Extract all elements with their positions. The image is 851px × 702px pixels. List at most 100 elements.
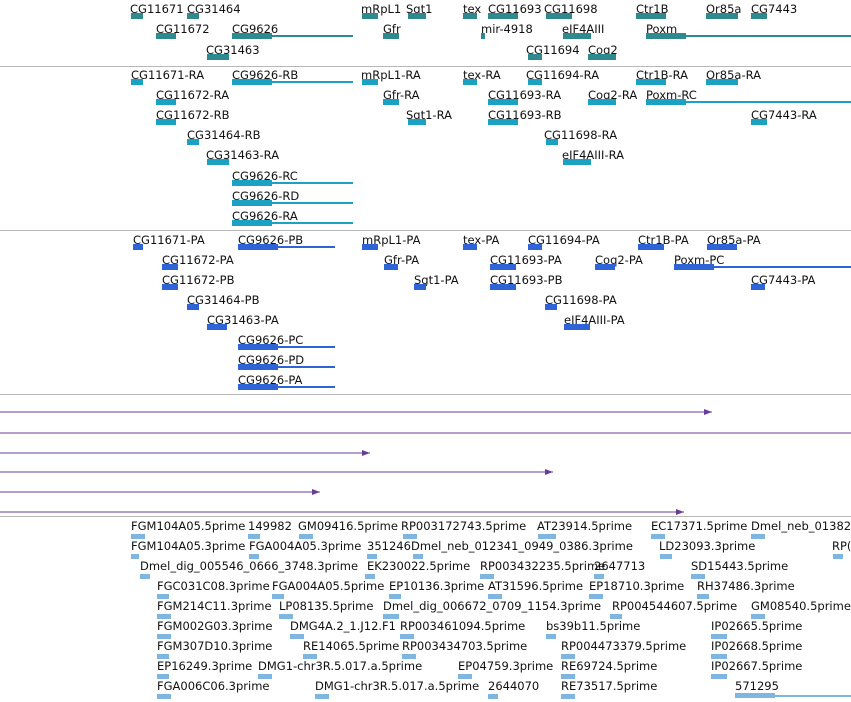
proteins-feature-glyph[interactable]: [238, 344, 335, 350]
genes-feature-glyph[interactable]: [706, 13, 738, 19]
genes-feature-glyph[interactable]: [488, 13, 518, 19]
genes-feature-glyph[interactable]: [383, 33, 399, 39]
ests-feature-glyph[interactable]: [711, 654, 727, 659]
transcripts-feature-glyph[interactable]: [232, 200, 353, 206]
genes-feature-glyph[interactable]: [232, 33, 353, 39]
transcripts-feature-glyph[interactable]: [383, 99, 399, 105]
ests-feature-glyph[interactable]: [131, 554, 139, 559]
transcripts-feature-glyph[interactable]: [232, 220, 353, 226]
genes-feature-glyph[interactable]: [408, 13, 426, 19]
ests-feature-glyph[interactable]: [367, 554, 377, 559]
genes-feature-glyph[interactable]: [588, 54, 616, 60]
ests-feature-glyph[interactable]: [389, 594, 401, 599]
ests-feature-glyph[interactable]: [735, 693, 851, 698]
ests-feature-glyph[interactable]: [279, 614, 293, 619]
transcripts-feature-glyph[interactable]: [528, 79, 542, 85]
proteins-feature-glyph[interactable]: [751, 284, 765, 290]
ests-feature-glyph[interactable]: [561, 654, 575, 659]
genes-feature-glyph[interactable]: [751, 13, 767, 19]
transcripts-feature-glyph[interactable]: [362, 79, 378, 85]
ests-feature-glyph[interactable]: [365, 574, 375, 579]
genes-feature-glyph[interactable]: [546, 13, 572, 19]
proteins-feature-glyph[interactable]: [238, 364, 335, 370]
transcripts-feature-glyph[interactable]: [408, 119, 426, 125]
proteins-feature-glyph[interactable]: [238, 384, 335, 390]
genes-feature-glyph[interactable]: [463, 13, 477, 19]
ests-feature-glyph[interactable]: [157, 654, 169, 659]
transcripts-feature-glyph[interactable]: [488, 119, 518, 125]
ests-feature-glyph[interactable]: [561, 674, 575, 679]
proteins-feature-glyph[interactable]: [162, 264, 178, 270]
transcripts-feature-glyph[interactable]: [751, 119, 767, 125]
genes-feature-glyph[interactable]: [563, 33, 591, 39]
ests-feature-glyph[interactable]: [303, 654, 317, 659]
ests-feature-glyph[interactable]: [651, 534, 665, 539]
transcripts-feature-glyph[interactable]: [232, 180, 353, 186]
proteins-feature-glyph[interactable]: [207, 324, 227, 330]
proteins-feature-glyph[interactable]: [187, 304, 199, 310]
transcripts-feature-glyph[interactable]: [156, 99, 176, 105]
ests-feature-glyph[interactable]: [157, 674, 169, 679]
proteins-feature-glyph[interactable]: [490, 284, 516, 290]
genes-feature-glyph[interactable]: [481, 33, 485, 39]
ests-feature-glyph[interactable]: [403, 534, 417, 539]
proteins-feature-glyph[interactable]: [638, 244, 664, 250]
proteins-feature-glyph[interactable]: [528, 244, 542, 250]
proteins-feature-glyph[interactable]: [490, 264, 516, 270]
transcripts-feature-glyph[interactable]: [636, 79, 666, 85]
proteins-feature-glyph[interactable]: [362, 244, 378, 250]
ests-feature-glyph[interactable]: [290, 634, 304, 639]
genes-feature-glyph[interactable]: [131, 13, 143, 19]
proteins-feature-glyph[interactable]: [595, 264, 615, 270]
transcripts-feature-glyph[interactable]: [563, 159, 591, 165]
proteins-feature-glyph[interactable]: [707, 244, 737, 250]
ests-feature-glyph[interactable]: [751, 534, 765, 539]
ests-feature-glyph[interactable]: [488, 594, 502, 599]
ests-feature-glyph[interactable]: [383, 614, 399, 619]
ests-feature-glyph[interactable]: [131, 534, 145, 539]
ests-feature-glyph[interactable]: [697, 594, 709, 599]
genes-feature-glyph[interactable]: [362, 13, 378, 19]
genes-feature-glyph[interactable]: [156, 33, 176, 39]
proteins-feature-glyph[interactable]: [545, 304, 557, 310]
ests-feature-glyph[interactable]: [711, 674, 727, 679]
ests-feature-glyph[interactable]: [561, 694, 575, 699]
ests-feature-glyph[interactable]: [589, 594, 603, 599]
ests-feature-glyph[interactable]: [538, 534, 556, 539]
ests-feature-glyph[interactable]: [458, 674, 472, 679]
genes-feature-glyph[interactable]: [528, 54, 542, 60]
ests-feature-glyph[interactable]: [315, 694, 329, 699]
ests-feature-glyph[interactable]: [546, 634, 556, 639]
genes-feature-glyph[interactable]: [207, 54, 229, 60]
ests-feature-glyph[interactable]: [272, 594, 284, 599]
ests-feature-glyph[interactable]: [711, 634, 727, 639]
genes-feature-glyph[interactable]: [187, 13, 199, 19]
proteins-feature-glyph[interactable]: [674, 264, 851, 270]
ests-feature-glyph[interactable]: [751, 614, 765, 619]
ests-feature-glyph[interactable]: [691, 574, 705, 579]
ests-feature-glyph[interactable]: [157, 634, 171, 639]
ests-feature-glyph[interactable]: [488, 694, 498, 699]
ests-feature-glyph[interactable]: [258, 674, 272, 679]
proteins-feature-glyph[interactable]: [463, 244, 477, 250]
ests-feature-glyph[interactable]: [833, 554, 843, 559]
ests-feature-glyph[interactable]: [157, 614, 171, 619]
proteins-feature-glyph[interactable]: [162, 284, 178, 290]
genes-feature-glyph[interactable]: [646, 33, 851, 39]
transcripts-feature-glyph[interactable]: [131, 79, 143, 85]
ests-feature-glyph[interactable]: [299, 534, 313, 539]
proteins-feature-glyph[interactable]: [414, 284, 426, 290]
transcripts-feature-glyph[interactable]: [156, 119, 176, 125]
transcripts-feature-glyph[interactable]: [232, 79, 353, 85]
ests-feature-glyph[interactable]: [480, 574, 494, 579]
transcripts-feature-glyph[interactable]: [546, 139, 558, 145]
ests-feature-glyph[interactable]: [610, 614, 622, 619]
proteins-feature-glyph[interactable]: [384, 264, 398, 270]
ests-feature-glyph[interactable]: [248, 534, 260, 539]
ests-feature-glyph[interactable]: [660, 554, 672, 559]
genes-feature-glyph[interactable]: [636, 13, 666, 19]
transcripts-feature-glyph[interactable]: [646, 99, 851, 105]
transcripts-feature-glyph[interactable]: [187, 139, 199, 145]
proteins-feature-glyph[interactable]: [564, 324, 590, 330]
proteins-feature-glyph[interactable]: [238, 244, 335, 250]
